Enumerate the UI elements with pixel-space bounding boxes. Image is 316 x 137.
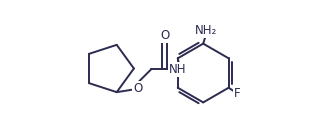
- Text: F: F: [234, 87, 240, 100]
- Text: O: O: [133, 82, 142, 95]
- Text: NH: NH: [169, 63, 186, 76]
- Text: NH₂: NH₂: [195, 24, 217, 37]
- Text: O: O: [160, 29, 169, 42]
